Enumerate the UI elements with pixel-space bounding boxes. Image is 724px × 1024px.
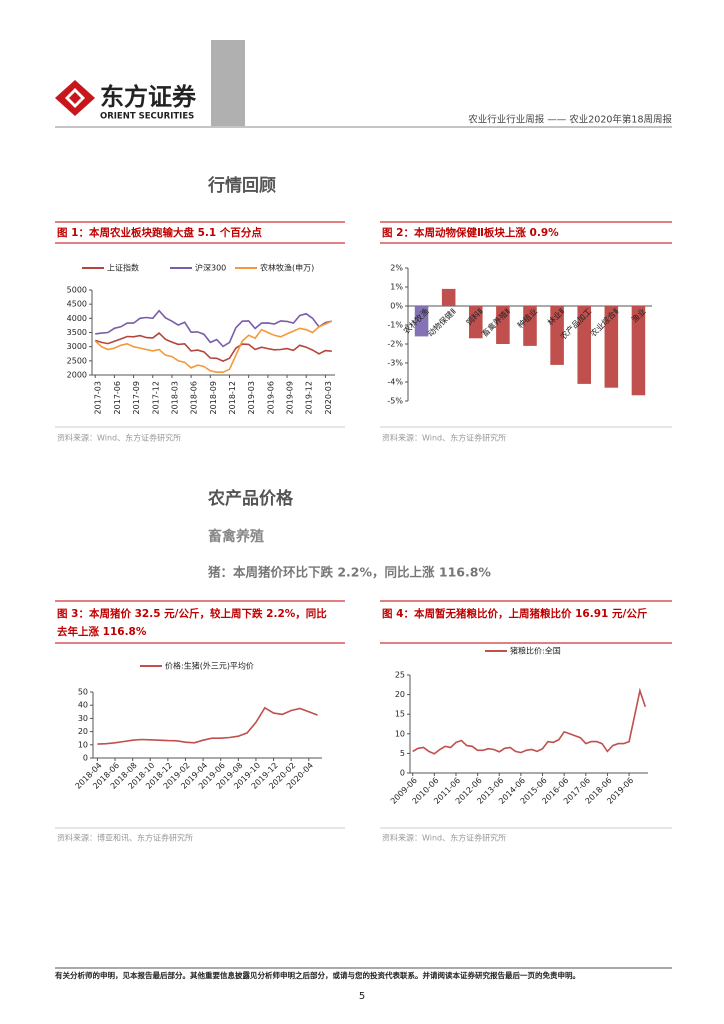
section-title: 农产品价格 xyxy=(207,488,294,509)
legend-label: 农林牧渔(申万) xyxy=(260,263,314,273)
x-tick-label: 2018-03 xyxy=(170,381,179,414)
x-tick-label: 2019-03 xyxy=(247,381,256,414)
legend-label: 价格:生猪(外三元)平均价 xyxy=(165,661,254,671)
y-tick-label: 20 xyxy=(395,690,405,699)
x-tick-label: 2017-12 xyxy=(151,381,160,414)
x-tick-label: 2017-09 xyxy=(132,381,141,414)
figure-title: 图 4：本周暂无猪粮比价，上周猪粮比价 16.91 元/公斤 xyxy=(382,607,647,620)
logo-cn: 东方证券 xyxy=(100,83,197,111)
y-tick-label: 30 xyxy=(78,714,88,723)
header-bar xyxy=(211,40,245,126)
y-tick-label: 15 xyxy=(395,710,405,719)
bar xyxy=(550,306,564,365)
legend-label: 沪深300 xyxy=(195,263,226,273)
bar xyxy=(469,306,483,339)
bar xyxy=(496,306,510,344)
y-tick-label: 20 xyxy=(78,727,88,736)
title-line: 去年上涨 116.8% xyxy=(57,625,147,638)
y-tick-label: 0 xyxy=(83,754,88,763)
report-name: 农业行业行业周报 —— 农业2020年第18周周报 xyxy=(468,114,672,126)
y-tick-label: 2000 xyxy=(67,371,87,380)
bar xyxy=(604,306,619,388)
x-tick-label: 2018-12 xyxy=(228,381,237,414)
y-tick-label: 3000 xyxy=(67,342,87,351)
figure-source: 资料来源：博亚和讯、东方证券研究所 xyxy=(57,833,193,843)
y-tick-label: 3500 xyxy=(67,328,87,337)
series-line xyxy=(94,320,333,373)
logo-en: ORIENT SECURITIES xyxy=(100,112,194,122)
y-tick-label: -4% xyxy=(387,378,403,387)
section-title: 行情回顾 xyxy=(207,175,276,196)
y-tick-label: 40 xyxy=(78,701,88,710)
x-tick-label: 2018-09 xyxy=(209,381,218,414)
x-tick-label: 2018-06 xyxy=(190,381,199,414)
y-tick-label: 5 xyxy=(400,749,405,758)
series-line xyxy=(97,706,318,745)
y-tick-label: 5000 xyxy=(67,286,87,295)
y-tick-label: -2% xyxy=(387,340,403,349)
logo xyxy=(55,80,95,116)
legend-label: 上证指数 xyxy=(107,263,139,273)
x-tick-label: 2019-09 xyxy=(286,381,295,414)
legend-label: 猪粮比价:全国 xyxy=(510,646,561,656)
y-tick-label: 10 xyxy=(395,729,405,738)
figure-source: 资料来源：Wind、东方证券研究所 xyxy=(57,433,181,443)
x-tick-label: 2017-06 xyxy=(113,381,122,414)
series-line xyxy=(412,687,647,755)
y-tick-label: 2500 xyxy=(67,356,87,365)
y-tick-label: 4000 xyxy=(67,314,87,323)
y-tick-label: 2% xyxy=(390,264,403,273)
x-tick-label: 2019-06 xyxy=(266,381,275,414)
highlight: 猪：本周猪价环比下跌 2.2%，同比上涨 116.8% xyxy=(207,565,491,580)
figure-title: 图 3：本周猪价 32.5 元/公斤，较上周下跌 2.2%，同比去年上涨 116… xyxy=(57,607,327,638)
figure-title: 图 2：本周动物保健Ⅱ板块上涨 0.9% xyxy=(382,226,559,239)
x-tick-label: 2020-03 xyxy=(324,381,333,414)
x-tick-label: 2017-03 xyxy=(94,381,103,414)
y-tick-label: 0 xyxy=(400,769,405,778)
subsection-title: 畜禽养殖 xyxy=(208,528,264,545)
bar xyxy=(441,288,456,306)
bar xyxy=(414,306,429,337)
bar xyxy=(577,306,591,384)
y-tick-label: 50 xyxy=(78,688,88,697)
x-tick-label: 动物保健Ⅱ xyxy=(425,306,458,339)
figure-title: 图 1：本周农业板块跑输大盘 5.1 个百分点 xyxy=(57,226,262,239)
series-line xyxy=(94,332,332,362)
title-line: 图 3：本周猪价 32.5 元/公斤，较上周下跌 2.2%，同比 xyxy=(57,607,327,620)
page-number: 5 xyxy=(359,991,365,1002)
y-tick-label: 4500 xyxy=(67,300,87,309)
y-tick-label: -1% xyxy=(387,321,403,330)
disclaimer: 有关分析师的申明，见本报告最后部分。其他重要信息披露见分析师申明之后部分，或请与… xyxy=(55,970,580,980)
y-tick-label: 10 xyxy=(78,740,88,749)
y-tick-label: 25 xyxy=(395,671,405,680)
y-tick-label: -3% xyxy=(387,359,403,368)
figure-source: 资料来源：Wind、东方证券研究所 xyxy=(382,433,506,443)
y-tick-label: -5% xyxy=(387,397,403,406)
x-tick-label: 2019-12 xyxy=(305,381,314,414)
series-line xyxy=(95,309,332,348)
bar xyxy=(523,306,537,346)
y-tick-label: 1% xyxy=(390,283,403,292)
figure-source: 资料来源：Wind、东方证券研究所 xyxy=(382,833,506,843)
bar xyxy=(631,306,646,396)
y-tick-label: 0% xyxy=(390,302,403,311)
